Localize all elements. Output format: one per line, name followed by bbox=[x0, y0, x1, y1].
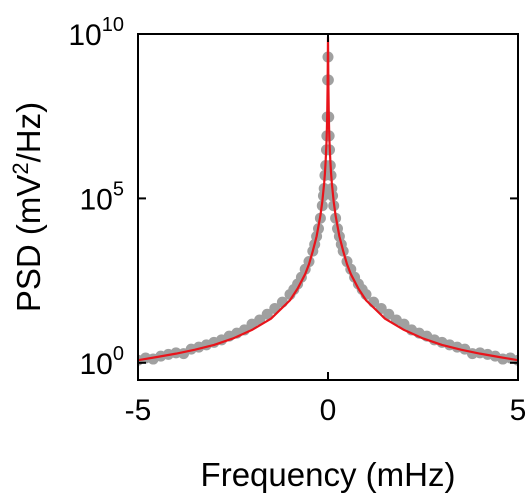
x-tick-label: -5 bbox=[125, 394, 152, 427]
x-axis-title: Frequency (mHz) bbox=[201, 456, 456, 493]
x-tick-label: 5 bbox=[510, 394, 527, 427]
ticks-layer: -5 0 5 100 105 1010 bbox=[68, 14, 526, 427]
data-point bbox=[398, 318, 410, 330]
y-axis-title-sup: 2 bbox=[8, 162, 33, 174]
data-layer bbox=[138, 36, 518, 366]
y-tick-label: 105 bbox=[80, 178, 125, 216]
x-tick-label: 0 bbox=[320, 394, 337, 427]
y-axis-title-suffix: /Hz) bbox=[10, 102, 47, 163]
data-point bbox=[383, 308, 395, 320]
y-tick-label: 1010 bbox=[68, 14, 124, 52]
y-axis-title: PSD (mV2/Hz) bbox=[8, 102, 47, 312]
data-point bbox=[261, 308, 273, 320]
y-axis-title-prefix: PSD (mV bbox=[10, 175, 47, 313]
y-tick-label: 100 bbox=[80, 343, 125, 381]
